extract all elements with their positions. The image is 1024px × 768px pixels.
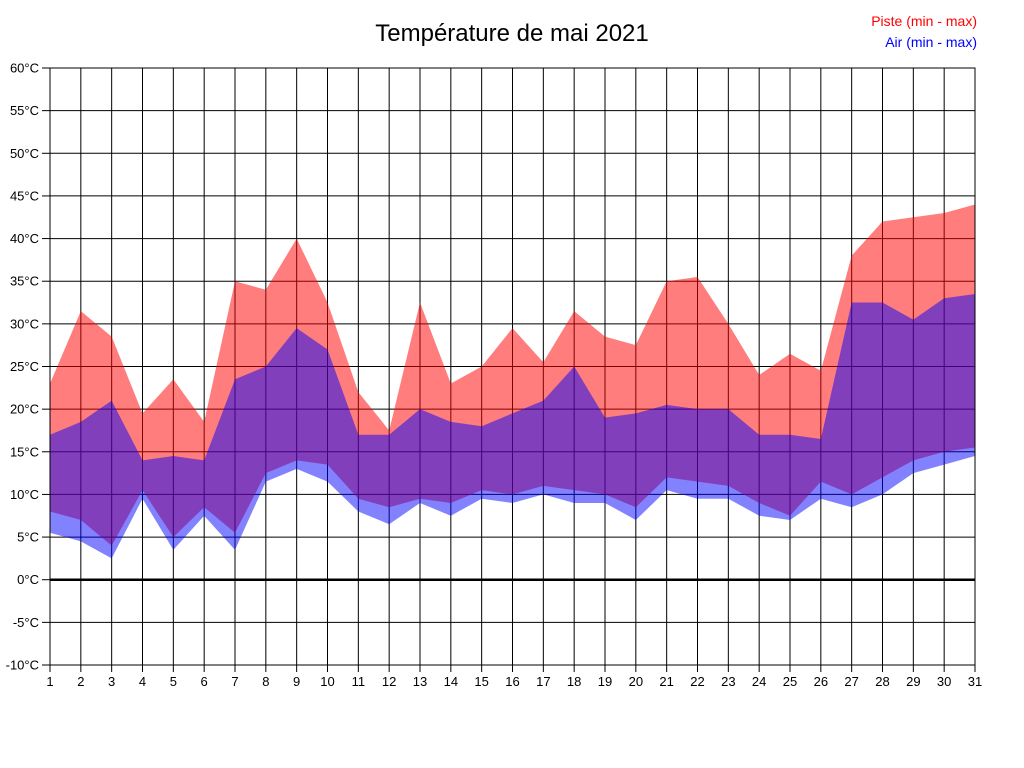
x-tick-label: 6 <box>201 674 208 689</box>
x-tick-label: 29 <box>906 674 920 689</box>
x-tick-label: 5 <box>170 674 177 689</box>
y-tick-label: 10°C <box>10 487 39 502</box>
legend-item-piste: Piste (min - max) <box>871 13 977 29</box>
x-tick-label: 8 <box>262 674 269 689</box>
x-tick-label: 9 <box>293 674 300 689</box>
y-tick-label: 60°C <box>10 61 39 76</box>
x-tick-label: 13 <box>413 674 427 689</box>
band-piste <box>50 204 975 546</box>
y-tick-label: 15°C <box>10 444 39 459</box>
x-tick-label: 26 <box>814 674 828 689</box>
x-tick-label: 31 <box>968 674 982 689</box>
y-tick-label: 25°C <box>10 359 39 374</box>
y-tick-label: -5°C <box>13 615 39 630</box>
y-tick-label: 40°C <box>10 231 39 246</box>
x-tick-label: 17 <box>536 674 550 689</box>
chart-legend: Piste (min - max) Air (min - max) <box>871 11 977 53</box>
x-tick-label: 20 <box>629 674 643 689</box>
x-tick-label: 24 <box>752 674 766 689</box>
x-tick-label: 2 <box>77 674 84 689</box>
x-tick-label: 4 <box>139 674 146 689</box>
x-tick-label: 28 <box>875 674 889 689</box>
chart-title: Température de mai 2021 <box>375 20 649 47</box>
y-tick-label: 55°C <box>10 103 39 118</box>
x-tick-label: 11 <box>352 674 366 689</box>
x-tick-label: 14 <box>444 674 458 689</box>
y-tick-label: 20°C <box>10 402 39 417</box>
x-tick-label: 27 <box>844 674 858 689</box>
y-tick-label: 30°C <box>10 316 39 331</box>
y-tick-label: 0°C <box>17 572 39 587</box>
legend-item-air: Air (min - max) <box>885 34 977 50</box>
x-tick-label: 23 <box>721 674 735 689</box>
x-tick-label: 7 <box>231 674 238 689</box>
x-tick-label: 19 <box>598 674 612 689</box>
x-tick-label: 15 <box>474 674 488 689</box>
x-tick-label: 25 <box>783 674 797 689</box>
y-tick-label: 5°C <box>17 530 39 545</box>
x-tick-label: 18 <box>567 674 581 689</box>
y-tick-label: 35°C <box>10 274 39 289</box>
y-tick-label: 45°C <box>10 188 39 203</box>
x-tick-label: 10 <box>320 674 334 689</box>
plot-border <box>49 67 976 666</box>
x-tick-label: 22 <box>690 674 704 689</box>
band-air <box>50 294 975 559</box>
x-tick-label: 21 <box>659 674 673 689</box>
x-tick-label: 1 <box>46 674 53 689</box>
x-tick-label: 30 <box>937 674 951 689</box>
x-tick-label: 16 <box>505 674 519 689</box>
y-tick-label: -10°C <box>6 658 39 673</box>
x-tick-label: 3 <box>108 674 115 689</box>
y-tick-label: 50°C <box>10 146 39 161</box>
x-tick-label: 12 <box>382 674 396 689</box>
